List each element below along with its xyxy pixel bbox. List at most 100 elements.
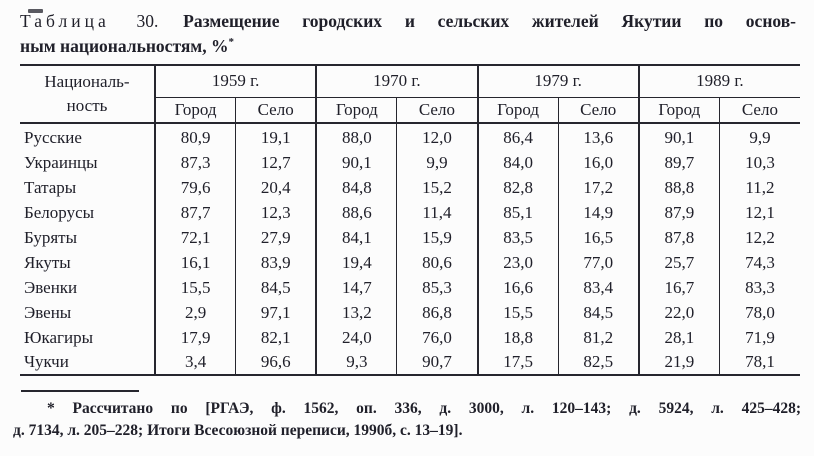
value-cell: 28,1 bbox=[638, 325, 720, 350]
value-cell: 83,5 bbox=[477, 225, 559, 250]
table-row: Юкагиры 17,9 82,1 24,0 76,0 18,8 81,2 28,1 71,9 bbox=[20, 325, 800, 350]
value-cell: 89,7 bbox=[638, 150, 720, 175]
value-cell: 17,9 bbox=[155, 325, 237, 350]
village-subheader: Село bbox=[719, 97, 800, 124]
value-cell: 19,1 bbox=[235, 123, 318, 150]
value-cell: 13,2 bbox=[316, 300, 398, 325]
value-cell: 82,8 bbox=[477, 175, 559, 200]
value-cell: 27,9 bbox=[235, 225, 318, 250]
value-cell: 12,1 bbox=[745, 202, 775, 222]
caption-text-line1: Размещение городских и сельских жителей … bbox=[183, 11, 797, 31]
value-cell: 12,7 bbox=[235, 150, 318, 175]
value-cell: 90,1 bbox=[316, 150, 398, 175]
value-cell: 17,2 bbox=[558, 175, 640, 200]
subcolumn-header-row: Город Село Город Село Город Село Город С… bbox=[20, 97, 800, 124]
nationality-header-line1: Националь- bbox=[44, 72, 130, 91]
value-cell: 16,1 bbox=[155, 250, 237, 275]
table-row: Украинцы 87,3 12,7 90,1 9,9 84,0 16,0 89,7 10,3 bbox=[20, 150, 800, 175]
value-cell: 71,9 bbox=[745, 327, 775, 347]
value-cell: 16,7 bbox=[638, 275, 720, 300]
value-cell: 12,0 bbox=[396, 123, 479, 150]
table-row: Буряты 72,1 27,9 84,1 15,9 83,5 16,5 87,8 12,2 bbox=[20, 225, 800, 250]
value-cell: 72,1 bbox=[155, 225, 237, 250]
value-cell: 16,5 bbox=[558, 225, 640, 250]
footnote-line-1: * Рассчитано по [РГАЭ, ф. 1562, оп. 336,… bbox=[13, 398, 801, 420]
value-cell: 84,8 bbox=[316, 175, 398, 200]
value-cell: 96,6 bbox=[235, 350, 318, 375]
value-cell: 84,0 bbox=[477, 150, 559, 175]
caption-number: 30. bbox=[136, 11, 159, 31]
footnote-line-2: д. 7134, л. 205–228; Итоги Всесоюзной пе… bbox=[13, 422, 463, 439]
value-cell: 15,5 bbox=[477, 300, 559, 325]
value-cell: 9,9 bbox=[749, 128, 771, 147]
table-header: Националь- ность 1959 г. 1970 г. 1979 г.… bbox=[20, 65, 800, 124]
nationality-cell: Эвенки bbox=[20, 275, 156, 300]
value-cell: 22,0 bbox=[638, 300, 720, 325]
value-cell: 84,1 bbox=[316, 225, 398, 250]
value-cell: 87,8 bbox=[638, 225, 720, 250]
value-cell: 10,3 bbox=[745, 152, 775, 172]
document-page: Таблица 30. Размещение городских и сельс… bbox=[0, 9, 814, 456]
table-row: Русские 80,9 19,1 88,0 12,0 86,4 13,6 90,1 9,9 bbox=[20, 123, 800, 150]
value-cell: 86,8 bbox=[396, 300, 479, 325]
value-cell: 25,7 bbox=[638, 250, 720, 275]
value-cell: 79,6 bbox=[155, 175, 237, 200]
value-cell: 88,6 bbox=[316, 200, 398, 225]
value-cell: 88,8 bbox=[638, 175, 720, 200]
value-cell: 85,1 bbox=[477, 200, 559, 225]
value-cell: 21,9 bbox=[638, 350, 720, 375]
city-subheader: Город bbox=[477, 97, 559, 124]
footnote-separator bbox=[21, 390, 139, 392]
value-cell: 76,0 bbox=[396, 325, 479, 350]
table-row: Эвены 2,9 97,1 13,2 86,8 15,5 84,5 22,0 78,0 bbox=[20, 300, 800, 325]
table-row: Чукчи 3,4 96,6 9,3 90,7 17,5 82,5 21,9 78,1 bbox=[20, 350, 800, 375]
value-cell: 15,2 bbox=[396, 175, 479, 200]
value-cell: 17,5 bbox=[477, 350, 559, 375]
value-cell: 86,4 bbox=[477, 123, 559, 150]
value-cell: 78,1 bbox=[745, 352, 775, 371]
value-cell: 90,7 bbox=[396, 350, 479, 375]
value-cell: 13,6 bbox=[558, 123, 640, 150]
year-header-1970: 1970 г. bbox=[316, 65, 479, 98]
nationalities-table: Националь- ность 1959 г. 1970 г. 1979 г.… bbox=[20, 64, 800, 376]
value-cell: 20,4 bbox=[235, 175, 318, 200]
nationality-header-line2: ность bbox=[66, 96, 108, 115]
caption-line-2: ным национальностям, %* bbox=[20, 34, 796, 59]
footnote-text-line1: Рассчитано по [РГАЭ, ф. 1562, оп. 336, д… bbox=[72, 400, 801, 417]
city-subheader: Город bbox=[638, 97, 720, 124]
value-cell: 3,4 bbox=[155, 350, 237, 375]
value-cell: 88,0 bbox=[316, 123, 398, 150]
value-cell: 84,5 bbox=[235, 275, 318, 300]
value-cell: 83,4 bbox=[558, 275, 640, 300]
city-subheader: Город bbox=[155, 97, 237, 124]
value-cell: 9,9 bbox=[396, 150, 479, 175]
value-cell: 16,0 bbox=[558, 150, 640, 175]
footnote: * Рассчитано по [РГАЭ, ф. 1562, оп. 336,… bbox=[13, 398, 801, 442]
value-cell: 14,7 bbox=[316, 275, 398, 300]
value-cell: 90,1 bbox=[638, 123, 720, 150]
nationality-cell: Буряты bbox=[20, 225, 156, 250]
table-caption: Таблица 30. Размещение городских и сельс… bbox=[20, 9, 796, 59]
value-cell: 19,4 bbox=[316, 250, 398, 275]
nationality-cell: Эвены bbox=[20, 300, 156, 325]
table-body: Русские 80,9 19,1 88,0 12,0 86,4 13,6 90,1 9,9 Ук… bbox=[20, 123, 800, 375]
caption-label: Таблица bbox=[20, 11, 110, 31]
year-header-1989: 1989 г. bbox=[638, 65, 800, 98]
value-cell: 85,3 bbox=[396, 275, 479, 300]
nationality-cell: Чукчи bbox=[20, 350, 156, 375]
value-cell: 87,7 bbox=[155, 200, 237, 225]
value-cell: 11,2 bbox=[745, 177, 775, 197]
value-cell: 84,5 bbox=[558, 300, 640, 325]
village-subheader: Село bbox=[235, 97, 318, 124]
value-cell: 12,3 bbox=[235, 200, 318, 225]
table-row: Якуты 16,1 83,9 19,4 80,6 23,0 77,0 25,7 74,3 bbox=[20, 250, 800, 275]
value-cell: 15,9 bbox=[396, 225, 479, 250]
value-cell: 12,2 bbox=[745, 227, 775, 247]
value-cell: 83,3 bbox=[745, 277, 775, 297]
value-cell: 78,0 bbox=[745, 302, 775, 322]
value-cell: 15,5 bbox=[155, 275, 237, 300]
village-subheader: Село bbox=[558, 97, 640, 124]
value-cell: 74,3 bbox=[745, 252, 775, 272]
value-cell: 80,9 bbox=[155, 123, 237, 150]
value-cell: 2,9 bbox=[155, 300, 237, 325]
